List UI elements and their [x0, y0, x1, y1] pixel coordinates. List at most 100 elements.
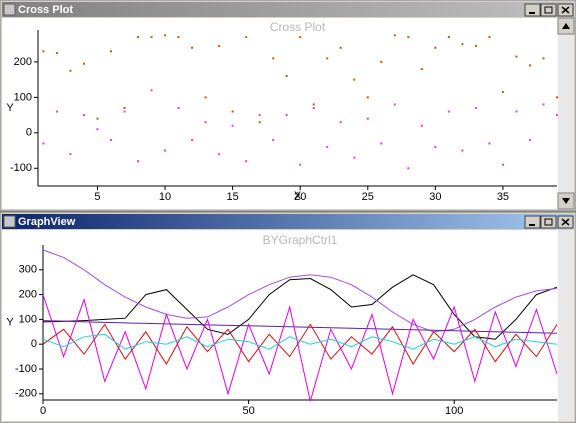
point — [82, 62, 85, 65]
point — [326, 146, 329, 148]
title-bar — [2, 2, 574, 17]
point — [69, 69, 72, 72]
point — [366, 117, 369, 120]
x-axis-label: X — [294, 190, 302, 202]
point — [461, 149, 464, 152]
x-tick-label: 15 — [227, 191, 239, 203]
point — [556, 114, 558, 117]
point — [299, 36, 302, 39]
point — [109, 50, 112, 53]
chart-title: Cross Plot — [270, 20, 326, 34]
point — [420, 124, 423, 127]
line — [42, 294, 558, 402]
point — [96, 117, 99, 120]
point — [69, 153, 72, 156]
y-tick-label: -100 — [10, 162, 32, 174]
point — [164, 34, 167, 37]
point — [434, 46, 437, 49]
point — [55, 110, 58, 113]
scrollbar[interactable] — [558, 230, 574, 421]
point — [285, 114, 288, 117]
point — [474, 107, 477, 109]
window-title: Cross Plot — [18, 4, 73, 16]
point — [528, 64, 531, 67]
point — [434, 146, 437, 148]
point — [393, 34, 396, 37]
chart-area — [2, 230, 558, 421]
x-tick-label: 0 — [40, 405, 46, 417]
y-tick-label: 200 — [14, 56, 32, 68]
point — [231, 124, 234, 127]
point — [407, 36, 410, 39]
point — [55, 52, 58, 55]
point — [312, 107, 315, 109]
point — [461, 43, 464, 46]
point — [231, 110, 234, 113]
point — [245, 36, 248, 39]
y-axis-label: Y — [6, 102, 14, 114]
line — [42, 249, 558, 333]
point — [123, 110, 126, 113]
point — [42, 50, 45, 53]
point — [258, 114, 261, 117]
point — [542, 57, 545, 60]
y-tick-label: 300 — [19, 264, 37, 276]
point — [380, 60, 383, 63]
x-tick-label: 20 — [294, 191, 306, 203]
point — [191, 138, 194, 141]
point — [353, 78, 356, 81]
y-axis-label: Y — [6, 316, 14, 328]
window-buttons[interactable] — [524, 3, 574, 17]
line — [42, 333, 558, 350]
point — [137, 36, 140, 39]
y-tick-label: 0 — [26, 127, 32, 139]
point — [380, 142, 383, 145]
point — [272, 57, 275, 60]
point — [285, 75, 288, 78]
x-tick-label: 35 — [497, 191, 509, 203]
point — [204, 121, 207, 124]
point — [393, 103, 396, 106]
x-tick-label: 10 — [159, 191, 171, 203]
chart-title: BYGraphCtrl1 — [263, 233, 338, 247]
charts: Cross Plot -100 0 100 200 5 10 15 20 25 30 35 Y X BYGr… — [6, 20, 558, 417]
point — [488, 36, 491, 39]
window: GraphView — [0, 211, 576, 423]
y-tick-label: 100 — [19, 313, 37, 325]
point — [123, 107, 126, 109]
y-tick-label: -100 — [15, 363, 37, 375]
title-bar — [2, 214, 574, 229]
point — [299, 163, 302, 166]
window-buttons[interactable] — [524, 215, 574, 229]
point — [326, 57, 329, 60]
point — [150, 36, 153, 39]
y-tick-label: -200 — [15, 388, 37, 400]
point — [339, 121, 342, 124]
point — [420, 68, 423, 70]
point — [542, 103, 545, 106]
point — [515, 55, 518, 58]
window-title: GraphView — [18, 216, 76, 228]
point — [137, 160, 140, 163]
point — [218, 44, 221, 47]
point — [96, 128, 99, 131]
point — [258, 121, 261, 124]
y-tick-label: 200 — [19, 289, 37, 301]
point — [515, 110, 518, 113]
point — [150, 89, 153, 92]
point — [177, 107, 180, 109]
point — [528, 138, 531, 141]
scrollbar[interactable] — [557, 17, 575, 210]
point — [353, 156, 356, 159]
x-tick-label: 100 — [445, 405, 463, 417]
point — [488, 142, 491, 145]
point — [339, 46, 342, 49]
point — [245, 160, 248, 163]
point — [204, 96, 207, 99]
x-tick-label: 30 — [429, 191, 441, 203]
point — [366, 96, 369, 99]
x-tick-label: 5 — [94, 191, 100, 203]
point — [109, 138, 112, 141]
